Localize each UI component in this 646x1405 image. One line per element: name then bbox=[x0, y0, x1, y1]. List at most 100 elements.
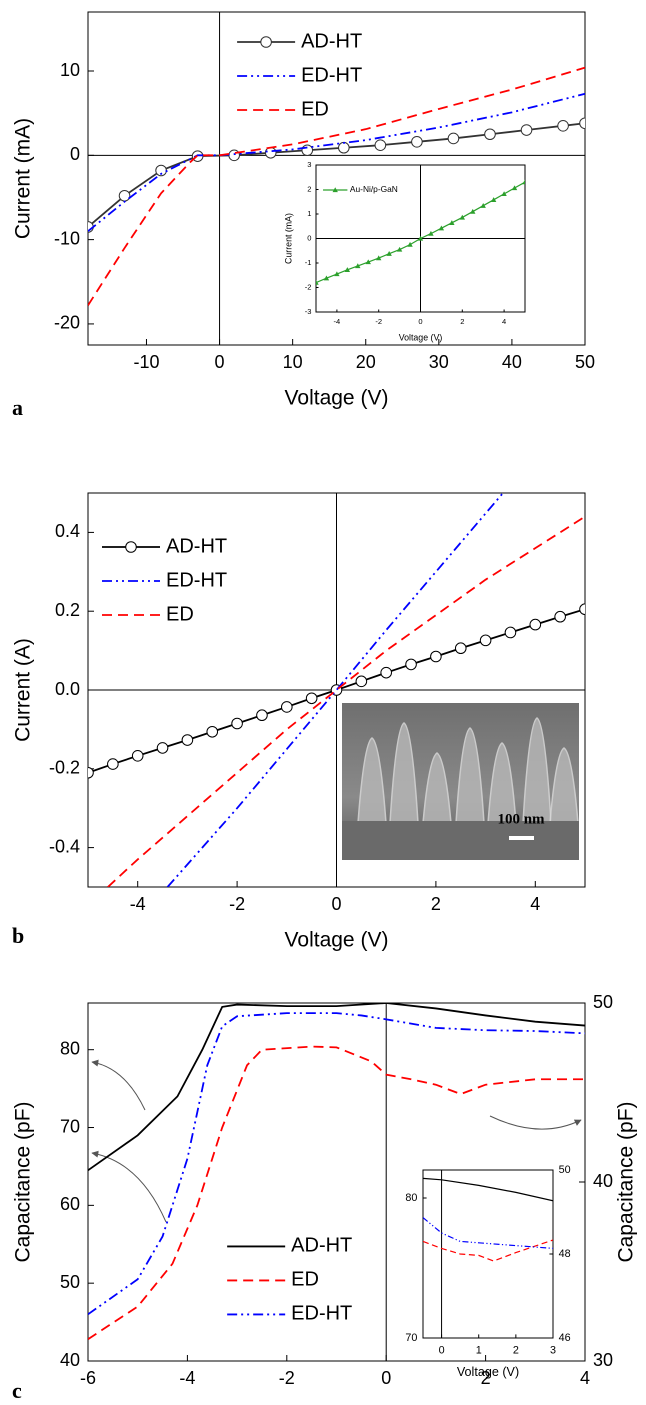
marker bbox=[323, 275, 330, 281]
x-tick-label: -10 bbox=[133, 352, 159, 372]
x-tick-label: 50 bbox=[575, 352, 595, 372]
marker bbox=[386, 251, 392, 256]
image-substrate bbox=[342, 821, 579, 860]
legend-label: AD-HT bbox=[166, 535, 227, 557]
marker bbox=[260, 36, 272, 48]
x-tick-label: -2 bbox=[229, 894, 245, 914]
marker bbox=[256, 709, 268, 722]
marker bbox=[228, 149, 240, 162]
legend-label: ED bbox=[166, 603, 194, 625]
marker bbox=[405, 658, 417, 671]
y-tick-label: 3 bbox=[307, 160, 311, 169]
series-line bbox=[423, 1239, 553, 1262]
y-tick-label: 60 bbox=[60, 1194, 80, 1214]
marker bbox=[376, 255, 382, 261]
y-tick-label: 1 bbox=[307, 209, 311, 218]
marker bbox=[316, 279, 319, 285]
x-tick-label: 0 bbox=[215, 352, 225, 372]
legend-label: AD-HT bbox=[291, 1235, 352, 1257]
marker bbox=[301, 144, 314, 157]
series-line bbox=[423, 1177, 553, 1202]
y-tick-label: -10 bbox=[54, 228, 80, 248]
x-tick-label: 4 bbox=[580, 1368, 590, 1388]
inset-bg bbox=[423, 1170, 553, 1338]
marker bbox=[156, 742, 169, 754]
x-tick-label: -2 bbox=[375, 317, 382, 326]
marker bbox=[504, 626, 517, 639]
x-tick-label: 0 bbox=[331, 894, 341, 914]
y-tick-label: 0.2 bbox=[55, 600, 80, 620]
x-tick-label: 2 bbox=[513, 1344, 519, 1356]
panel-label: b bbox=[12, 923, 24, 948]
image-feature bbox=[389, 722, 419, 824]
y2-tick-label: 46 bbox=[559, 1332, 571, 1344]
legend-label: ED bbox=[291, 1269, 319, 1291]
marker bbox=[459, 214, 465, 220]
y-tick-label: -0.4 bbox=[49, 836, 80, 856]
y-axis-title: Current (A) bbox=[12, 638, 35, 742]
marker bbox=[490, 197, 497, 202]
y2-tick-label: 48 bbox=[559, 1248, 571, 1260]
y-axis-title: Current (mA) bbox=[12, 118, 35, 239]
image-feature bbox=[549, 747, 579, 824]
arrow bbox=[489, 1115, 582, 1130]
marker bbox=[449, 220, 455, 225]
series-line bbox=[88, 1045, 585, 1340]
x-tick-label: 0 bbox=[439, 1344, 445, 1356]
image-feature bbox=[422, 752, 452, 824]
y-tick-label: -0.2 bbox=[49, 758, 80, 778]
y-tick-label: 10 bbox=[60, 60, 80, 80]
series-line bbox=[88, 1003, 585, 1172]
image-feature bbox=[357, 737, 387, 824]
marker bbox=[554, 610, 566, 623]
x-tick-label: 10 bbox=[283, 352, 303, 372]
marker bbox=[181, 734, 194, 746]
marker bbox=[407, 241, 413, 247]
x-tick-label: 3 bbox=[550, 1344, 556, 1356]
sem-image: 100 nm bbox=[342, 703, 579, 860]
y2-tick-label: 50 bbox=[559, 1164, 571, 1176]
series-line bbox=[88, 1012, 585, 1316]
series-line bbox=[107, 515, 585, 887]
plot-frame bbox=[87, 11, 586, 346]
y-tick-label: -3 bbox=[305, 307, 312, 316]
marker bbox=[305, 692, 318, 705]
marker bbox=[529, 618, 542, 631]
x-tick-label: -4 bbox=[130, 894, 146, 914]
x-tick-label: -4 bbox=[334, 317, 341, 326]
x-tick-label: 4 bbox=[530, 894, 540, 914]
marker bbox=[501, 191, 507, 197]
marker bbox=[557, 120, 569, 132]
image-feature bbox=[455, 727, 485, 824]
y2-tick-label: 50 bbox=[593, 992, 613, 1012]
series-line bbox=[88, 66, 585, 306]
marker bbox=[438, 225, 445, 231]
x-axis-title: Voltage (V) bbox=[285, 929, 389, 952]
y-tick-label: 2 bbox=[307, 185, 311, 194]
legend-label: ED-HT bbox=[291, 1303, 352, 1325]
marker bbox=[118, 189, 131, 202]
y-axis-title: Current (mA) bbox=[283, 213, 293, 264]
y-tick-label: -1 bbox=[305, 258, 312, 267]
y-tick-label: 80 bbox=[60, 1038, 80, 1058]
y-tick-label: 50 bbox=[60, 1272, 80, 1292]
x-tick-label: 30 bbox=[429, 352, 449, 372]
x-tick-label: -4 bbox=[179, 1368, 195, 1388]
marker bbox=[411, 136, 423, 148]
marker bbox=[484, 128, 496, 141]
marker bbox=[430, 650, 442, 663]
x-axis-title: Voltage (V) bbox=[285, 387, 389, 410]
x-axis-title: Voltage (V) bbox=[285, 1403, 389, 1405]
marker bbox=[206, 725, 219, 738]
legend-label: Au-Ni/p-GaN bbox=[350, 184, 398, 194]
x-axis-title: Voltage (V) bbox=[457, 1365, 519, 1379]
marker bbox=[396, 246, 403, 252]
legend-label: ED bbox=[301, 98, 329, 120]
arrow bbox=[91, 1059, 146, 1111]
x-tick-label: 2 bbox=[460, 317, 464, 326]
marker bbox=[281, 701, 293, 713]
x-tick-label: 1 bbox=[476, 1344, 482, 1356]
scale-bar-label: 100 nm bbox=[497, 811, 545, 827]
marker bbox=[522, 179, 525, 185]
